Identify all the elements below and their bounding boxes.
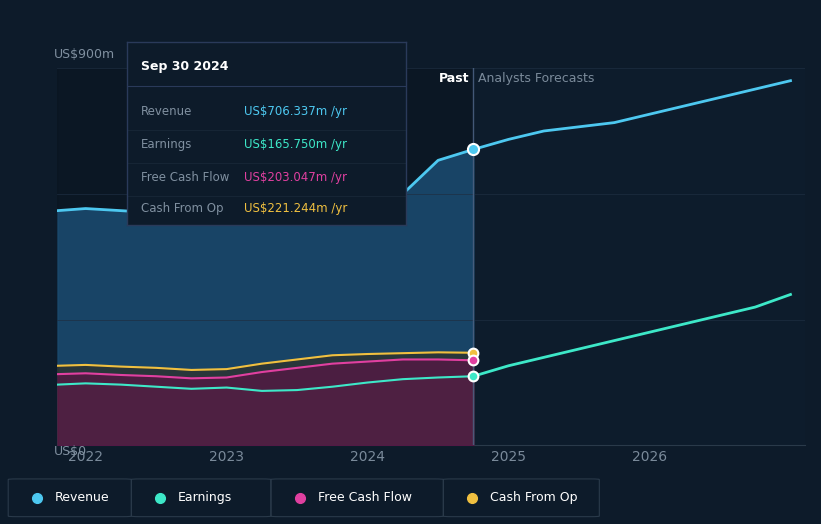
Text: Cash From Op: Cash From Op — [490, 492, 578, 504]
Bar — [57, 68, 474, 445]
Text: Revenue: Revenue — [55, 492, 110, 504]
Bar — [474, 68, 805, 445]
Text: Free Cash Flow: Free Cash Flow — [141, 171, 230, 184]
Text: Analysts Forecasts: Analysts Forecasts — [478, 72, 594, 85]
Text: US$221.244m /yr: US$221.244m /yr — [245, 202, 348, 215]
Text: Cash From Op: Cash From Op — [141, 202, 223, 215]
Text: Free Cash Flow: Free Cash Flow — [318, 492, 411, 504]
Text: US$706.337m /yr: US$706.337m /yr — [245, 105, 347, 118]
Text: Earnings: Earnings — [141, 138, 193, 151]
Text: US$900m: US$900m — [53, 48, 115, 61]
Text: Sep 30 2024: Sep 30 2024 — [141, 60, 229, 73]
Text: US$203.047m /yr: US$203.047m /yr — [245, 171, 347, 184]
Text: Revenue: Revenue — [141, 105, 193, 118]
Text: Earnings: Earnings — [178, 492, 232, 504]
Text: US$165.750m /yr: US$165.750m /yr — [245, 138, 347, 151]
Text: Past: Past — [438, 72, 469, 85]
Text: US$0: US$0 — [53, 445, 87, 458]
